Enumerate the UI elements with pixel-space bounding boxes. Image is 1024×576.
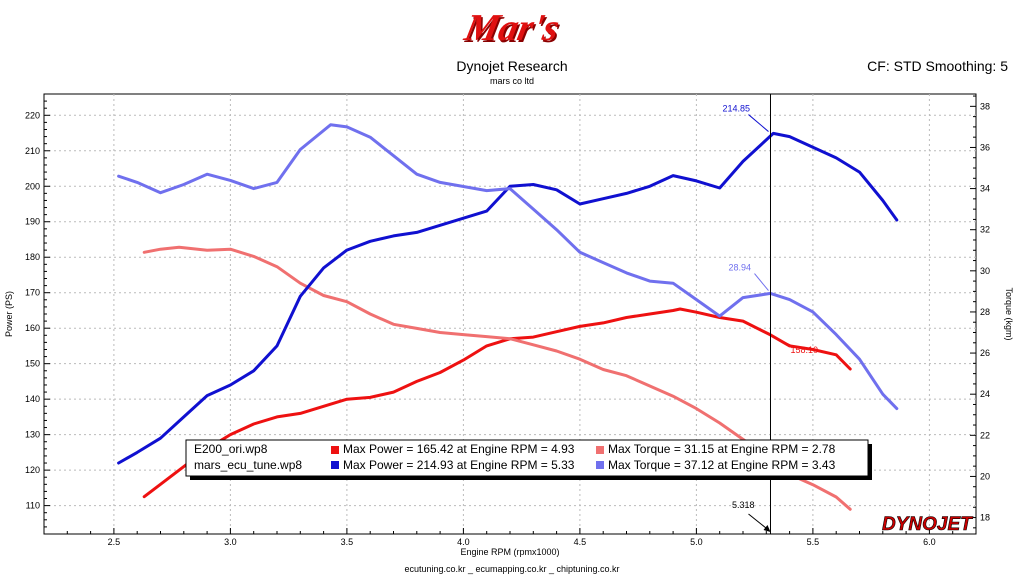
chart-subtitle: mars co ltd: [489, 76, 534, 86]
legend-swatch-tune-torque: [596, 461, 604, 469]
y-axis-label: Power (PS): [4, 291, 14, 337]
dynojet-logo-text: DYNOJET: [882, 514, 973, 535]
chart-title: Dynojet Research: [456, 58, 568, 74]
y-tick-label-4: 150: [25, 359, 40, 369]
legend-swatch-ori-power: [331, 446, 339, 454]
y2-tick-label-3: 24: [980, 389, 990, 399]
legend-tune-torque: Max Torque = 37.12 at Engine RPM = 3.43: [608, 458, 836, 472]
x-tick-label-3: 4.0: [457, 537, 470, 547]
x-tick-label-7: 6.0: [923, 537, 936, 547]
y2-tick-label-8: 34: [980, 184, 990, 194]
series-line-ori_torque: [142, 245, 852, 511]
series-line-tune_power: [117, 131, 899, 465]
series-lines: [117, 123, 899, 511]
y2-tick-label-10: 38: [980, 101, 990, 111]
legend-ori-power: Max Power = 165.42 at Engine RPM = 4.93: [343, 442, 575, 456]
legend-box: [185, 439, 869, 477]
annotations: 5.318 214.85 28.94 158.10: [722, 104, 818, 532]
y2-tick-label-6: 30: [980, 266, 990, 276]
y2-axis-label: Torque (kgm): [1004, 287, 1014, 340]
x-tick-label-5: 5.0: [690, 537, 703, 547]
legend-swatch-ori-torque: [596, 446, 604, 454]
x-tick-label-2: 3.5: [341, 537, 354, 547]
y2-tick-label-0: 18: [980, 513, 990, 523]
legend-ori-torque: Max Torque = 31.15 at Engine RPM = 2.78: [608, 442, 836, 456]
x-tick-label-6: 5.5: [807, 537, 820, 547]
annotation-tune_torque: 28.94: [728, 263, 751, 273]
dynojet-logo: DYNOJET: [882, 514, 974, 536]
cursor-arrow-head: [763, 525, 771, 532]
annotation-tune_power: 214.85: [722, 104, 750, 114]
x-axis-label: Engine RPM (rpmx1000): [460, 547, 559, 557]
annotation-arrow-tune_torque: [754, 273, 769, 291]
annotation-arrow-tune_power: [748, 114, 769, 132]
y-tick-label-0: 110: [26, 501, 40, 511]
y-tick-label-11: 220: [25, 110, 40, 120]
cursor-rpm-label: 5.318: [732, 500, 755, 510]
y-tick-label-9: 200: [25, 181, 40, 191]
y2-tick-label-7: 32: [980, 225, 990, 235]
legend-tune-power: Max Power = 214.93 at Engine RPM = 5.33: [343, 458, 575, 472]
legend-swatch-tune-power: [331, 461, 339, 469]
y2-tick-label-1: 20: [980, 471, 990, 481]
cf-smoothing-label: CF: STD Smoothing: 5: [867, 58, 1008, 74]
y2-tick-label-4: 26: [980, 348, 990, 358]
y2-tick-label-5: 28: [980, 307, 990, 317]
x-tick-label-0: 2.5: [108, 537, 121, 547]
y-tick-label-10: 210: [25, 146, 40, 156]
annotation-ori_power: 158.10: [790, 345, 818, 355]
series-line-tune_torque: [117, 123, 899, 411]
y-tick-label-3: 140: [25, 394, 40, 404]
legend-file-tune: mars_ecu_tune.wp8: [194, 458, 302, 472]
y-tick-label-2: 130: [25, 430, 40, 440]
cursor-arrow: [748, 513, 769, 531]
y-tick-label-5: 160: [25, 323, 40, 333]
legend-file-ori: E200_ori.wp8: [194, 442, 268, 456]
axis-ticks: 2.5 3.0 3.5 4.0 4.5 5.0 5.5 6.0 110 120 130 140 150 1…: [25, 93, 990, 547]
y-tick-label-6: 170: [25, 288, 40, 298]
footer-sites: ecutuning.co.kr _ ecumapping.co.kr _ chi…: [404, 564, 620, 574]
y2-tick-label-2: 22: [980, 430, 990, 440]
legend: E200_ori.wp8 Max Power = 165.42 at Engin…: [185, 439, 872, 480]
annotation-arrow-ori_power: [774, 337, 791, 346]
y-tick-label-7: 180: [25, 252, 40, 262]
y-tick-label-1: 120: [25, 465, 40, 475]
y2-tick-label-9: 36: [980, 142, 990, 152]
y-tick-label-8: 190: [25, 217, 40, 227]
x-tick-label-4: 4.5: [574, 537, 587, 547]
x-tick-label-1: 3.0: [224, 537, 237, 547]
